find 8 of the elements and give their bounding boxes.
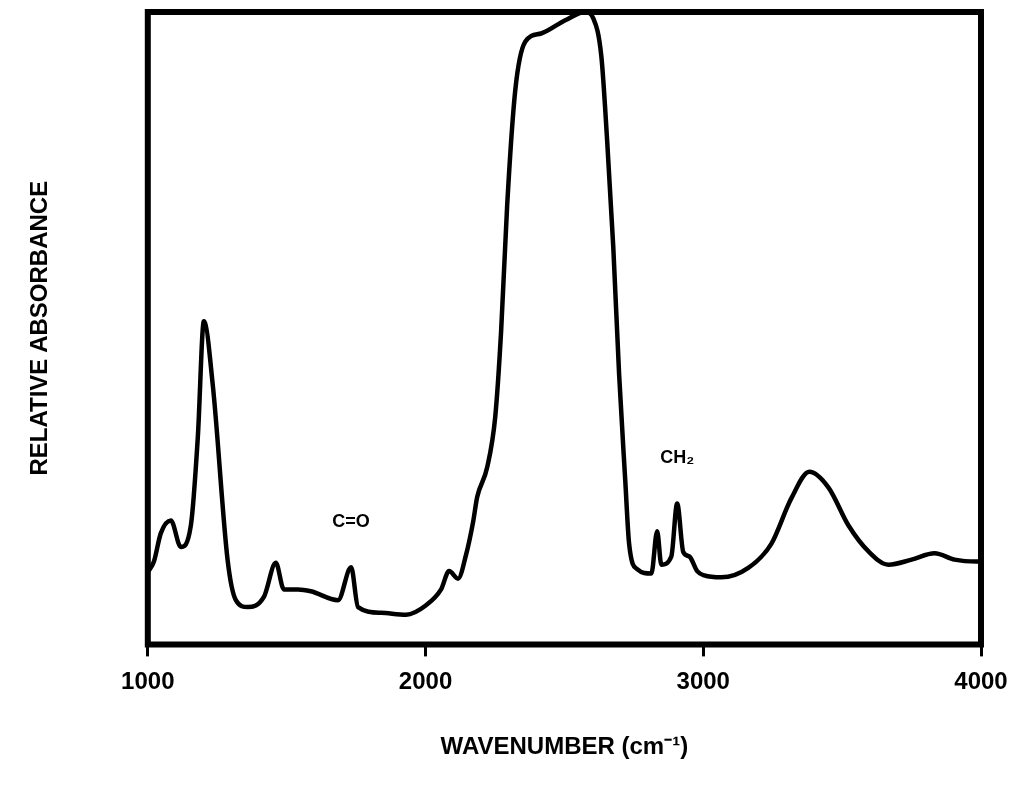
x-tick-label: 2000	[398, 667, 453, 695]
annotation: CH₂	[660, 447, 695, 468]
x-axis-title: WAVENUMBER (cm⁻¹)	[440, 732, 689, 760]
x-tick-label: 3000	[676, 667, 730, 695]
annotation: C=O	[332, 511, 370, 532]
y-axis-title: RELATIVE ABSORBANCE	[25, 180, 53, 476]
x-tick-label: 4000	[954, 667, 1008, 695]
x-tick-label: 1000	[121, 667, 175, 695]
